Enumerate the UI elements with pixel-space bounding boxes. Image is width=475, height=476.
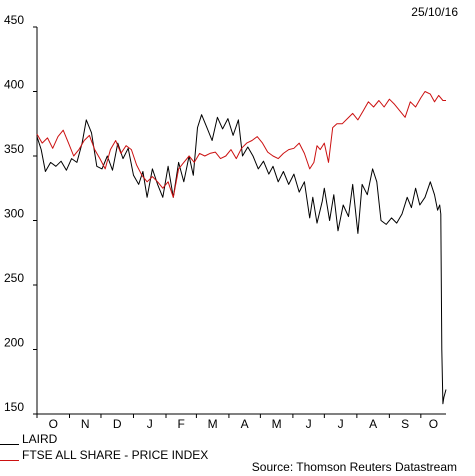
x-tick-label: O bbox=[49, 417, 58, 430]
source-note: Source: Thomson Reuters Datastream bbox=[251, 460, 457, 474]
x-tick-label: D bbox=[113, 417, 122, 430]
legend-swatch-laird bbox=[0, 443, 19, 445]
x-tick-label: O bbox=[429, 417, 438, 430]
y-tick-label: 250 bbox=[4, 271, 24, 285]
legend: LAIRD FTSE ALL SHARE - PRICE INDEX bbox=[0, 432, 208, 464]
y-tick-label: 350 bbox=[4, 142, 24, 156]
y-tick-label: 150 bbox=[4, 400, 24, 414]
line-chart: 150 200 250 300 350 400 450 O N D J F M A M J J A S O bbox=[4, 13, 447, 430]
series-lines bbox=[36, 91, 447, 405]
series-line-ftse bbox=[36, 91, 446, 198]
legend-entry-laird: LAIRD bbox=[0, 432, 208, 446]
legend-label-laird: LAIRD bbox=[22, 432, 58, 446]
x-tick-label: M bbox=[272, 417, 282, 430]
x-tick-label: S bbox=[401, 417, 409, 430]
series-line-laird bbox=[36, 114, 447, 405]
x-tick-label: A bbox=[241, 417, 249, 430]
y-tick-label: 450 bbox=[4, 13, 24, 27]
legend-swatch-ftse bbox=[0, 459, 19, 461]
y-axis: 150 200 250 300 350 400 450 bbox=[4, 13, 38, 415]
y-tick-label: 300 bbox=[4, 207, 24, 221]
x-tick-label: J bbox=[147, 417, 153, 430]
x-tick-label: J bbox=[306, 417, 312, 430]
legend-label-ftse: FTSE ALL SHARE - PRICE INDEX bbox=[22, 448, 209, 462]
y-tick-label: 400 bbox=[4, 78, 24, 92]
x-tick-label: F bbox=[178, 417, 185, 430]
x-tick-label: J bbox=[338, 417, 344, 430]
x-tick-label: A bbox=[369, 417, 377, 430]
x-tick-label: M bbox=[208, 417, 218, 430]
x-tick-label: N bbox=[81, 417, 90, 430]
chart-date-label: 25/10/16 bbox=[411, 5, 458, 19]
legend-entry-ftse: FTSE ALL SHARE - PRICE INDEX bbox=[0, 448, 208, 462]
y-tick-label: 200 bbox=[4, 336, 24, 350]
